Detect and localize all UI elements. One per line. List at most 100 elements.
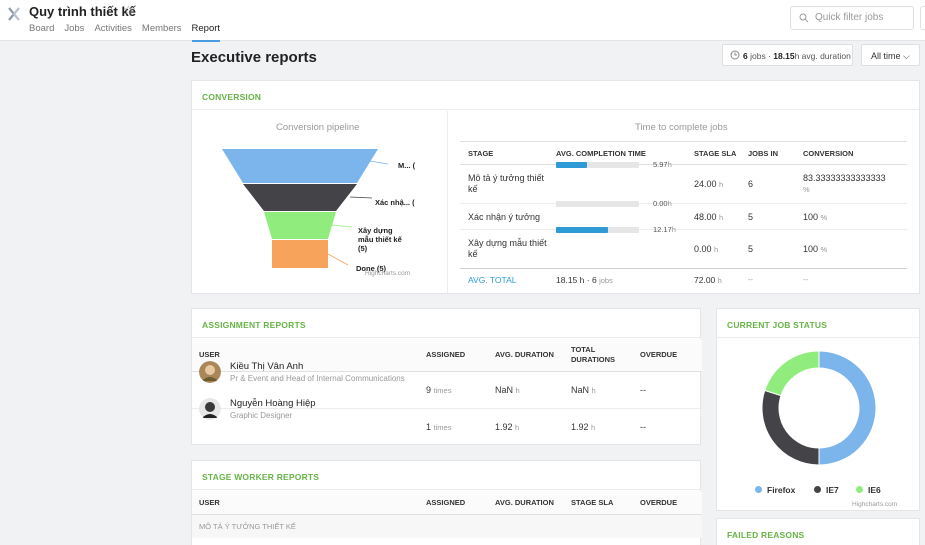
search-icon xyxy=(799,13,809,23)
assignment-card: ASSIGNMENT REPORTS USER ASSIGNED AVG. DU… xyxy=(191,308,702,445)
avg-cell: 12.17h xyxy=(556,225,694,269)
col-sla: STAGE SLA xyxy=(694,148,737,158)
sla-value: 24.00 xyxy=(694,179,717,189)
donut-slice-firefox[interactable] xyxy=(818,350,877,466)
stage-name: Xây dựng mẫu thiết kế xyxy=(468,238,547,259)
legend-dot-ie7 xyxy=(814,486,821,493)
tab-board[interactable]: Board xyxy=(29,23,55,34)
total-label: AVG. TOTAL xyxy=(468,274,517,285)
conversion-heading: CONVERSION xyxy=(192,81,919,110)
total-dash-1: -- xyxy=(748,275,753,285)
unit-pct: % xyxy=(803,185,810,194)
total-jobs-unit: jobs xyxy=(599,275,613,285)
table-row[interactable]: Kiều Thị Vân Anh Pr & Event and Head of … xyxy=(192,360,702,408)
conv-cell: 100 % xyxy=(803,204,907,230)
time-table: STAGE AVG. COMPLETION TIME STAGE SLA JOB… xyxy=(460,141,907,291)
avg-duration-value: NaN xyxy=(495,384,514,395)
col-avg-duration: AVG. DURATION xyxy=(495,497,554,507)
user-name[interactable]: Nguyễn Hoàng Hiệp xyxy=(230,397,316,409)
jobs-value: 6 xyxy=(748,179,754,189)
avg-bar-track xyxy=(556,162,639,168)
jobs-value: 5 xyxy=(748,244,754,254)
overdue-value: -- xyxy=(640,384,646,395)
user-cell: Kiều Thị Vân Anh Pr & Event and Head of … xyxy=(192,360,426,408)
funnel-label-2: Xác nhậ... ( xyxy=(375,198,415,207)
col-avg: AVG. COMPLETION TIME xyxy=(556,148,646,158)
user-menu-button[interactable] xyxy=(920,6,925,30)
legend-ie7[interactable]: IE7 xyxy=(814,485,839,495)
search-input[interactable]: Quick filter jobs xyxy=(790,6,914,30)
funnel-segment-1 xyxy=(222,149,378,183)
conversion-card: CONVERSION Conversion pipeline M... ( Xá… xyxy=(191,80,920,294)
unit-h: h xyxy=(667,199,672,208)
sla-cell: 24.00 h xyxy=(694,165,748,204)
unit-h: h xyxy=(515,422,520,432)
tab-activities[interactable]: Activities xyxy=(94,23,132,34)
time-filter-dropdown[interactable]: All time ⌵ xyxy=(861,44,920,66)
sla-cell: 0.00 h xyxy=(694,230,748,269)
col-assigned: ASSIGNED xyxy=(426,350,466,360)
table-row[interactable]: Nguyễn Hoàng Hiệp Graphic Designer 1 tim… xyxy=(192,397,702,445)
times-unit: times xyxy=(433,385,452,395)
total-duration-value: NaN xyxy=(571,384,590,395)
app-logo-icon[interactable] xyxy=(7,7,21,21)
avg-value: 12.17 xyxy=(653,225,672,234)
legend-ie6[interactable]: IE6 xyxy=(856,485,881,495)
time-table-header: STAGE AVG. COMPLETION TIME STAGE SLA JOB… xyxy=(460,141,907,165)
total-jobs: 6 xyxy=(591,274,597,285)
user-name[interactable]: Kiều Thị Vân Anh xyxy=(230,360,304,372)
funnel-segment-2 xyxy=(243,184,357,211)
funnel-connector-4 xyxy=(327,253,349,266)
page-title: Executive reports xyxy=(191,49,317,66)
funnel-connector-1 xyxy=(369,160,389,165)
conv-cell: 83.33333333333333% xyxy=(803,165,907,204)
assignment-table: USER ASSIGNED AVG. DURATION TOTAL DURATI… xyxy=(192,339,702,445)
legend-firefox[interactable]: Firefox xyxy=(755,485,795,495)
summary-duration: 18.15 xyxy=(773,51,795,61)
col-avg-duration: AVG. DURATION xyxy=(495,350,554,360)
avg-bar-track xyxy=(556,201,639,207)
stage-worker-heading: STAGE WORKER REPORTS xyxy=(192,461,700,490)
donut-slice-ie7[interactable] xyxy=(761,389,820,466)
unit-h: h xyxy=(591,385,596,395)
total-duration-value: 1.92 xyxy=(571,421,589,432)
sla-value: 48.00 xyxy=(694,211,717,222)
assigned-value: 9 xyxy=(426,384,432,395)
tab-members[interactable]: Members xyxy=(141,23,182,34)
legend-label: IE7 xyxy=(826,485,839,495)
top-bar: Quy trình thiết kế ☆ Board Jobs Activiti… xyxy=(0,0,925,42)
unit-h: h xyxy=(667,160,672,169)
divider xyxy=(447,111,448,294)
legend-label: IE6 xyxy=(868,485,881,495)
total-avg: 18.15 xyxy=(556,274,578,285)
chart-credit: Highcharts.com xyxy=(852,501,898,508)
tab-report[interactable]: Report xyxy=(191,23,221,42)
funnel-chart xyxy=(222,149,389,268)
donut-slice-ie6[interactable] xyxy=(764,350,820,397)
user-role: Graphic Designer xyxy=(230,410,293,420)
time-row-1: Mô tả ý tưởng thiết kế 5.97h 24.00 h 6 8… xyxy=(460,160,907,204)
summary-pill: 6 jobs · 18.15h avg. duration xyxy=(722,44,853,66)
funnel-label-1: M... ( xyxy=(398,161,416,170)
col-user: USER xyxy=(199,497,220,507)
tab-jobs[interactable]: Jobs xyxy=(64,23,85,34)
time-row-2: Xác nhận ý tưởng 0.00h 48.00 h 5 100 % xyxy=(460,199,907,230)
col-jobs: JOBS IN xyxy=(748,148,779,158)
pipeline-title: Conversion pipeline xyxy=(276,122,360,133)
col-overdue: OVERDUE xyxy=(640,497,678,507)
stage-worker-header: USER ASSIGNED AVG. DURATION STAGE SLA OV… xyxy=(192,491,702,514)
funnel-segment-3 xyxy=(264,212,336,239)
stage-worker-card: STAGE WORKER REPORTS USER ASSIGNED AVG. … xyxy=(191,460,702,545)
summary-jobs: 6 xyxy=(743,51,748,61)
unit-h: h xyxy=(579,274,585,285)
stage-name: Xác nhận ý tưởng xyxy=(468,211,540,222)
avg-bar-fill xyxy=(556,162,587,168)
conv-value: 100 xyxy=(803,244,819,254)
project-nav: Board Jobs Activities Members Report xyxy=(29,23,230,42)
col-stage: STAGE xyxy=(468,148,494,158)
failed-reasons-card: FAILED REASONS xyxy=(716,518,920,545)
time-title: Time to complete jobs xyxy=(635,122,728,133)
avg-value: 5.97 xyxy=(653,160,668,169)
star-icon[interactable]: ☆ xyxy=(123,3,134,17)
funnel-label-3: Xây dựng mẫu thiết kế (5) xyxy=(358,226,402,253)
